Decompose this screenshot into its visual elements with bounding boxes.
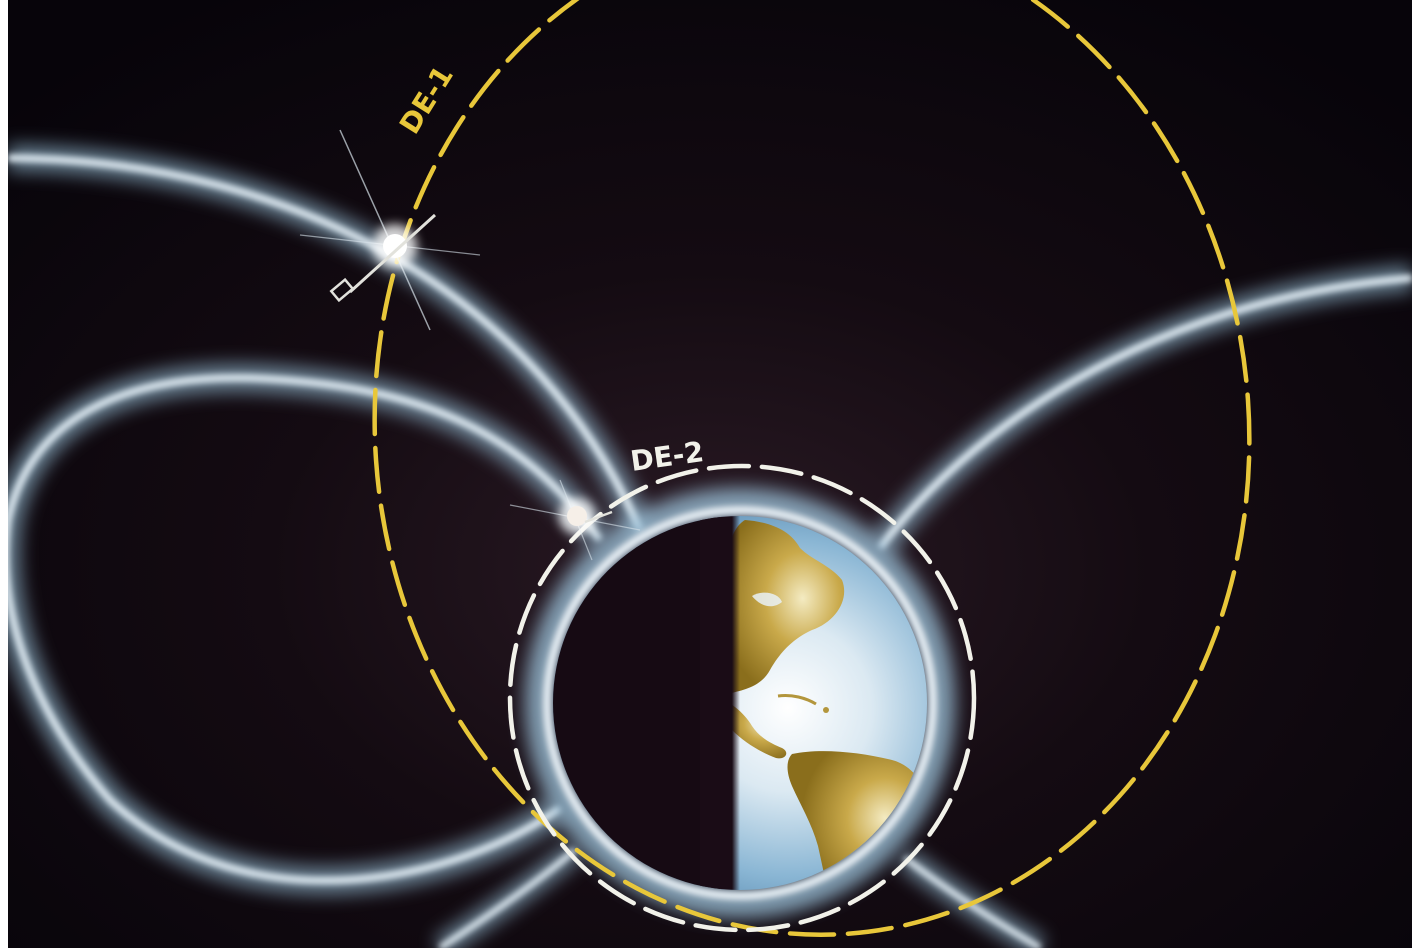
right-margin [1412, 0, 1420, 948]
orbit-de2-path [507, 463, 977, 933]
left-margin [0, 0, 8, 948]
earth-globe-icon [525, 488, 955, 918]
continent-south-america [787, 751, 927, 890]
field-line-right [869, 265, 1414, 556]
continent-north-america [705, 520, 845, 694]
satellite-de1-icon [299, 129, 481, 331]
orbit-de1-path [372, 0, 1252, 937]
field-line-lower-right [898, 849, 1046, 948]
field-line-lower-left [433, 841, 583, 948]
satellite-de2-icon [509, 479, 641, 561]
